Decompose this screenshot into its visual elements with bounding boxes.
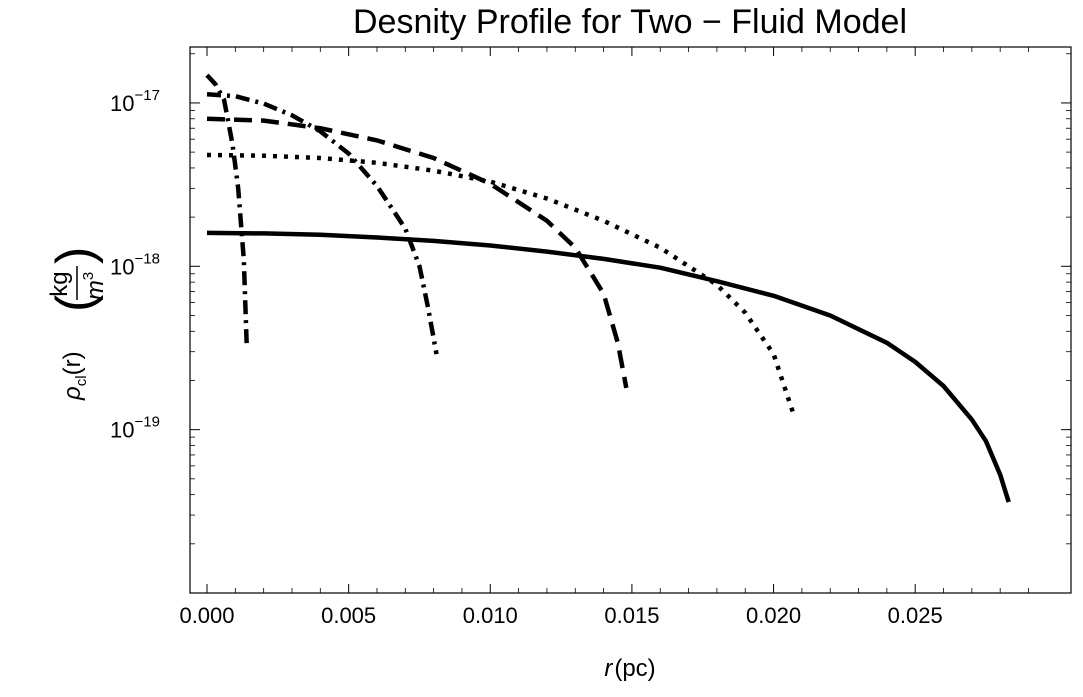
plot-frame [189,46,1072,594]
y-axis-arg: (r) [59,351,86,375]
y-tick-exponent: −19 [134,414,159,431]
y-tick-exponent: −18 [134,250,159,267]
x-tick-label: 0.005 [321,603,376,628]
y-tick-label: 10−18 [110,250,160,279]
y-tick-base: 10 [110,254,134,279]
svg-text:ρcl(r): ρcl(r) [59,351,90,401]
y-tick-exponent: −17 [134,87,159,104]
series-layer [205,73,1011,503]
y-axis-den: m [82,280,109,300]
y-axis-paren-left: ( [46,294,104,312]
y-tick-label: 10−17 [110,87,160,116]
x-tick-label: 0.010 [463,603,518,628]
x-tick-label: 0.025 [888,603,943,628]
series-line-dashdotlong [205,73,249,345]
series-line-solid [206,230,1011,503]
y-axis-num: kg [46,271,73,296]
series-line-dashdot [206,92,439,355]
x-axis-ticks: 0.000 0.005 0.010 0.015 0.020 0.025 [179,47,1029,628]
y-axis-paren-right: ) [46,247,104,264]
x-tick-label: 0.000 [179,603,234,628]
y-tick-base: 10 [110,418,134,443]
y-axis-label: ρcl(r) ( kg m3 ) [46,247,109,401]
y-tick-base: 10 [110,91,134,116]
y-axis-den-exp: 3 [80,272,97,280]
svg-text:m3: m3 [80,272,109,300]
x-axis-var: r [604,655,613,682]
y-axis-rho: ρ [59,386,86,401]
chart-title: Desnity Profile for Two − Fluid Model [353,3,907,41]
y-axis-sub: cl [73,375,90,386]
y-tick-label: 10−19 [110,414,160,443]
x-axis-unit: (pc) [614,655,655,682]
series-line-dot [206,152,796,415]
x-tick-label: 0.020 [746,603,801,628]
x-axis-label: r(pc) [604,655,655,682]
series-line-dash [206,116,629,389]
x-tick-label: 0.015 [604,603,659,628]
